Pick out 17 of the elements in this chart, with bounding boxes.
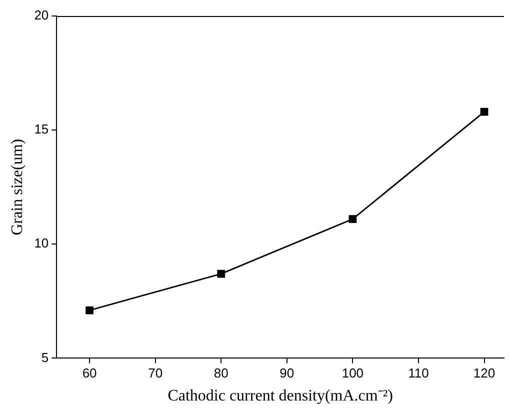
x-tick-label: 110 [408,366,429,381]
y-tick-label: 15 [34,122,49,137]
y-tick-label: 20 [34,8,49,23]
x-tick-label: 100 [342,366,364,381]
x-axis-title: Cathodic current density(mA.cm⁻²) [168,388,393,405]
y-tick-label: 5 [41,350,49,365]
x-tick-label: 70 [148,366,163,381]
point [480,108,488,116]
point [348,215,357,223]
x-tick-label: 60 [82,366,97,381]
point [217,270,226,278]
y-tick-label: 10 [34,236,49,251]
x-tick-label: 90 [280,366,294,381]
x-tick-label: 120 [473,366,496,381]
y-axis-title: Grain size(um) [8,138,26,236]
point [86,306,94,314]
x-tick-label: 80 [214,366,228,381]
